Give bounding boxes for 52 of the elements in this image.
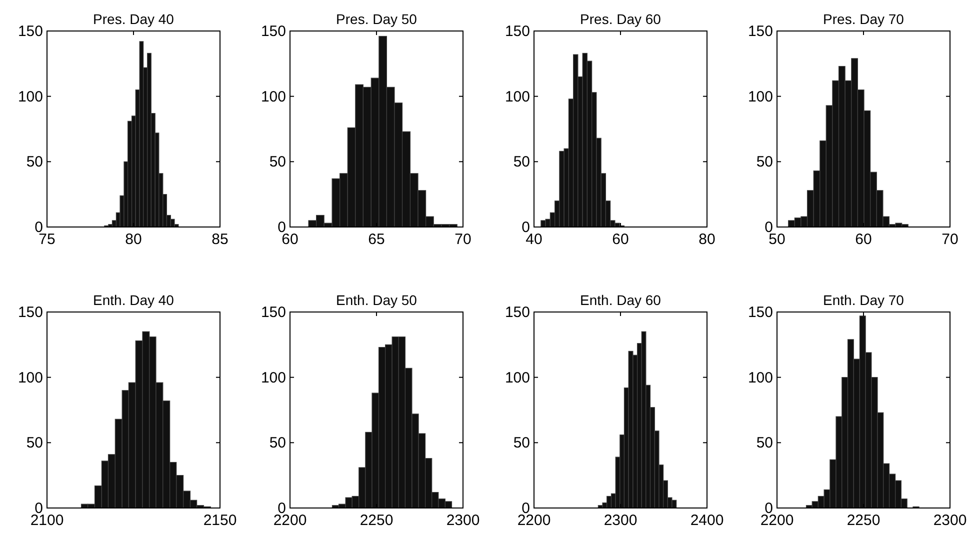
x-tick-label: 85 bbox=[212, 231, 228, 248]
x-tick-label: 2200 bbox=[517, 512, 551, 529]
chart-title: Pres. Day 40 bbox=[93, 11, 174, 27]
x-tick-label: 2200 bbox=[273, 512, 307, 529]
y-tick-label: 50 bbox=[26, 434, 43, 452]
chart-title: Enth. Day 70 bbox=[823, 292, 904, 308]
x-tick-label: 2200 bbox=[760, 512, 794, 529]
x-tick-label: 60 bbox=[612, 231, 629, 248]
x-tick-label: 2250 bbox=[846, 512, 880, 529]
x-tick-label: 80 bbox=[125, 231, 142, 248]
y-tick-label: 50 bbox=[513, 434, 530, 452]
y-tick-label: 50 bbox=[269, 154, 286, 171]
x-tick-label: 70 bbox=[454, 231, 472, 248]
y-tick-label: 50 bbox=[26, 154, 43, 171]
y-tick-label: 100 bbox=[504, 369, 530, 386]
x-tick-label: 2300 bbox=[933, 512, 967, 529]
x-tick-label: 2250 bbox=[360, 512, 394, 529]
x-tick-label: 60 bbox=[282, 231, 298, 248]
y-tick-label: 100 bbox=[260, 369, 286, 386]
y-tick-label: 100 bbox=[18, 369, 43, 386]
x-tick-label: 2100 bbox=[30, 512, 64, 529]
x-tick-label: 65 bbox=[368, 231, 385, 248]
y-tick-label: 50 bbox=[756, 434, 773, 452]
y-tick-label: 150 bbox=[504, 304, 530, 321]
x-tick-label: 2400 bbox=[690, 512, 724, 529]
chart-title: Enth. Day 50 bbox=[336, 292, 418, 308]
chart-title: Pres. Day 60 bbox=[580, 11, 662, 27]
x-tick-label: 2300 bbox=[446, 512, 480, 529]
y-tick-label: 50 bbox=[269, 434, 286, 452]
x-tick-label: 2150 bbox=[203, 512, 237, 529]
y-tick-label: 100 bbox=[260, 88, 286, 106]
y-tick-label: 100 bbox=[18, 88, 43, 106]
chart-title: Pres. Day 50 bbox=[336, 11, 418, 27]
x-tick-label: 60 bbox=[855, 231, 872, 248]
y-tick-label: 50 bbox=[513, 154, 530, 171]
y-tick-label: 150 bbox=[18, 23, 43, 40]
y-tick-label: 100 bbox=[504, 88, 530, 106]
y-tick-label: 150 bbox=[748, 23, 773, 40]
chart-title: Pres. Day 70 bbox=[823, 11, 904, 27]
chart-title: Enth. Day 40 bbox=[93, 292, 174, 308]
y-tick-label: 50 bbox=[756, 154, 773, 171]
y-tick-label: 100 bbox=[748, 88, 773, 106]
x-tick-label: 2300 bbox=[604, 512, 638, 529]
y-tick-label: 150 bbox=[504, 23, 530, 40]
chart-title: Enth. Day 60 bbox=[580, 292, 662, 308]
x-tick-label: 70 bbox=[942, 231, 958, 248]
y-tick-label: 150 bbox=[748, 304, 773, 321]
y-tick-label: 100 bbox=[748, 369, 773, 386]
y-tick-label: 150 bbox=[260, 23, 286, 40]
y-tick-label: 150 bbox=[18, 304, 43, 321]
x-tick-label: 80 bbox=[698, 231, 716, 248]
y-tick-label: 150 bbox=[260, 304, 286, 321]
